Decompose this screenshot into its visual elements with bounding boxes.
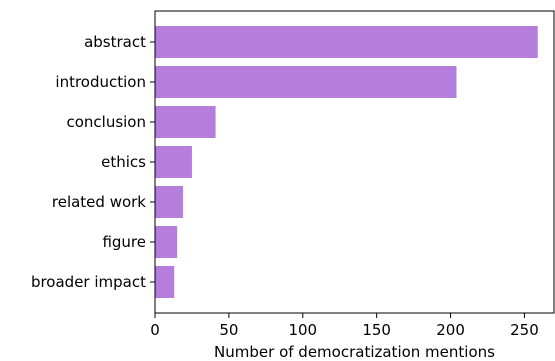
y-tick-label-related-work: related work <box>52 193 146 211</box>
y-axis-ticks: abstract introduction conclusion ethics rela… <box>31 33 155 291</box>
x-tick-label-200: 200 <box>436 321 465 339</box>
x-axis-ticks: 0 50 100 150 200 250 <box>150 313 539 339</box>
x-tick-label-150: 150 <box>362 321 391 339</box>
bar-ethics <box>155 146 192 178</box>
y-tick-label-introduction: introduction <box>55 73 146 91</box>
bar-related-work <box>155 186 184 218</box>
x-tick-label-250: 250 <box>510 321 539 339</box>
y-tick-label-broader-impact: broader impact <box>31 273 146 291</box>
bar-broader-impact <box>155 266 175 298</box>
x-tick-label-50: 50 <box>219 321 238 339</box>
bar-figure <box>155 226 178 258</box>
x-tick-label-0: 0 <box>150 321 160 339</box>
bar-abstract <box>155 26 538 58</box>
plot-frame <box>154 10 555 314</box>
bar-conclusion <box>155 106 216 138</box>
y-tick-label-conclusion: conclusion <box>66 113 146 131</box>
y-tick-label-abstract: abstract <box>84 33 146 51</box>
y-tick-label-ethics: ethics <box>101 153 146 171</box>
bar-introduction <box>155 66 457 98</box>
x-axis-title: Number of democratization mentions <box>214 343 495 361</box>
bars-group <box>155 26 538 298</box>
y-tick-label-figure: figure <box>102 233 146 251</box>
x-tick-label-100: 100 <box>288 321 317 339</box>
